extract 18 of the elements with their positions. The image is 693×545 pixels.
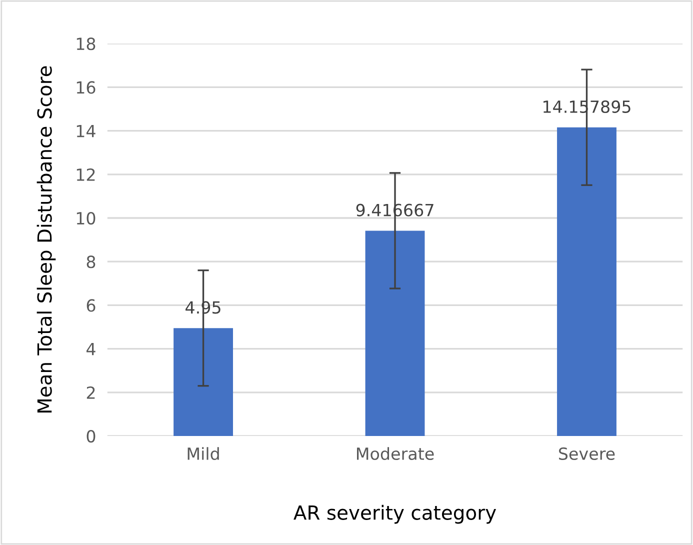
y-tick-label: 6 — [86, 299, 96, 312]
bar — [174, 328, 233, 436]
x-tick-label: Moderate — [357, 447, 434, 460]
y-tick-label: 16 — [76, 81, 96, 94]
y-tick-label: 2 — [86, 386, 95, 399]
bar — [365, 230, 425, 436]
y-tick-label: 14 — [76, 124, 96, 138]
y-tick-label: 0 — [86, 430, 96, 443]
x-tick-label: Severe — [558, 447, 615, 460]
y-axis-title: Mean Total Sleep Disturbance Score — [36, 66, 56, 413]
y-tick-label: 10 — [76, 212, 96, 225]
x-axis-title: AR severity category — [294, 504, 496, 524]
x-tick-label: Mild — [188, 447, 219, 460]
y-tick-label: 8 — [86, 256, 96, 268]
y-tick-label: 4 — [86, 342, 96, 356]
bar — [557, 127, 616, 436]
y-tick-label: 12 — [76, 168, 95, 181]
y-tick-label: 18 — [76, 38, 96, 50]
